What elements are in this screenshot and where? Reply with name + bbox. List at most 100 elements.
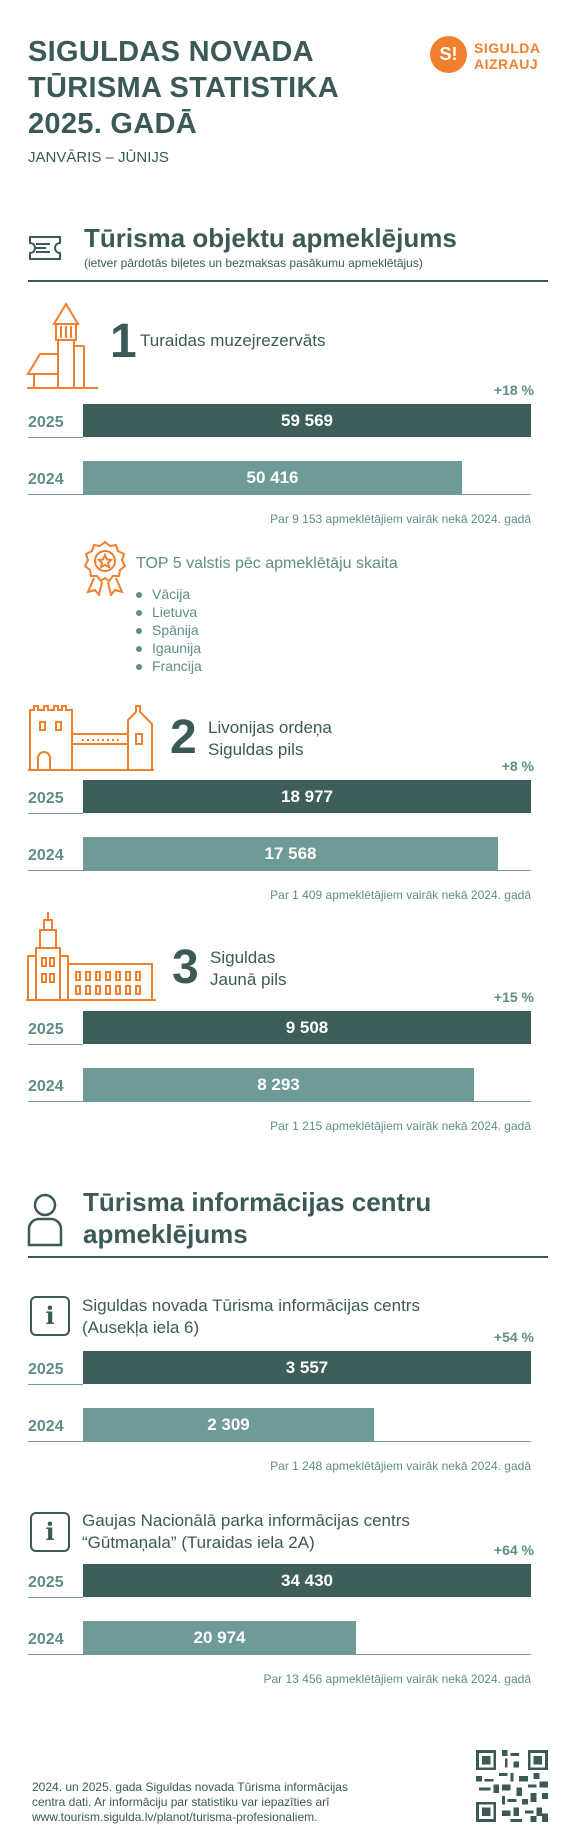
year-baseline: [28, 437, 83, 438]
bar-2024: 8 293: [83, 1068, 474, 1101]
logo-line: AIZRAUJ: [474, 56, 539, 72]
object-name: Gaujas Nacionālā parka informācijas cent…: [82, 1511, 410, 1530]
footer-note: 2024. un 2025. gada Siguldas novada Tūri…: [32, 1780, 348, 1825]
top5-title: TOP 5 valstis pēc apmeklētāju skaita: [136, 555, 398, 572]
comparison-note: Par 13 456 apmeklētājiem vairāk nekā 202…: [263, 1672, 531, 1686]
bullet-icon: [136, 592, 142, 599]
year-baseline: [28, 494, 83, 495]
comparison-note: Par 1 215 apmeklētājiem vairāk nekā 2024…: [270, 1119, 531, 1133]
year-label: 2025: [28, 414, 64, 431]
change-badge: +8 %: [501, 758, 534, 774]
castle-ruins-icon: [28, 705, 154, 771]
list-item: Vācija: [136, 585, 202, 603]
award-badge-icon: [83, 540, 127, 596]
section-title: Tūrisma objektu apmeklējums: [84, 223, 457, 253]
year-label: 2025: [28, 1021, 64, 1038]
rank-number: 2: [170, 711, 197, 764]
comparison-note: Par 1 248 apmeklētājiem vairāk nekā 2024…: [270, 1459, 531, 1473]
bullet-icon: [136, 664, 142, 671]
logo-line: SIGULDA: [474, 40, 541, 56]
year-baseline: [28, 1441, 83, 1442]
qr-code-icon[interactable]: [476, 1750, 548, 1822]
year-baseline: [28, 1654, 83, 1655]
country-label: Spānija: [152, 622, 199, 638]
year-label: 2024: [28, 1078, 64, 1095]
bullet-icon: [136, 628, 142, 635]
chart-baseline: [83, 870, 531, 871]
object-name: Livonijas ordeņa: [208, 718, 332, 737]
chart-baseline: [83, 494, 531, 495]
bar-2024: 50 416: [83, 461, 462, 494]
year-label: 2025: [28, 790, 64, 807]
footer-line: centra dati. Ar informāciju par statisti…: [32, 1795, 330, 1809]
change-badge: +18 %: [493, 382, 534, 398]
section-divider: [28, 1256, 548, 1258]
tower-icon: [26, 302, 98, 389]
section-divider: [28, 280, 548, 282]
country-label: Francija: [152, 658, 202, 674]
bar-2025: 3 557: [83, 1351, 531, 1384]
object-name: Siguldas pils: [208, 740, 304, 759]
object-name: Jaunā pils: [210, 970, 287, 989]
bar-2025: 9 508: [83, 1011, 531, 1044]
country-label: Lietuva: [152, 604, 198, 620]
period-label: JANVĀRIS – JŪNIJS: [28, 149, 169, 166]
ticket-icon: [29, 236, 61, 260]
logo-mark: S!: [430, 36, 467, 73]
year-label: 2024: [28, 1418, 64, 1435]
bar-2024: 17 568: [83, 837, 498, 870]
footer-line: 2024. un 2025. gada Siguldas novada Tūri…: [32, 1780, 348, 1794]
year-baseline: [28, 1384, 83, 1385]
year-baseline: [28, 1597, 83, 1598]
bullet-icon: [136, 610, 142, 617]
rank-number: 3: [172, 941, 199, 994]
list-item: Spānija: [136, 621, 202, 639]
chart-baseline: [83, 1101, 531, 1102]
title-line: SIGULDAS NOVADA: [28, 36, 314, 68]
object-name: Turaidas muzejrezervāts: [140, 331, 326, 350]
change-badge: +54 %: [493, 1329, 534, 1345]
year-label: 2025: [28, 1361, 64, 1378]
year-baseline: [28, 813, 83, 814]
object-name: Siguldas novada Tūrisma informācijas cen…: [82, 1296, 420, 1315]
bar-2025: 34 430: [83, 1564, 531, 1597]
info-icon: i: [30, 1512, 70, 1552]
object-name: “Gūtmaņala” (Turaidas iela 2A): [82, 1533, 315, 1552]
top5-list: Vācija Lietuva Spānija Igaunija Francija: [136, 585, 202, 675]
year-label: 2024: [28, 1631, 64, 1648]
comparison-note: Par 1 409 apmeklētājiem vairāk nekā 2024…: [270, 888, 531, 902]
title-line: TŪRISMA STATISTIKA: [28, 72, 339, 104]
section-subtitle: (ietver pārdotās biļetes un bezmaksas pa…: [84, 256, 423, 270]
object-name: Siguldas: [210, 948, 276, 967]
title-line: 2025. GADĀ: [28, 108, 198, 140]
country-label: Igaunija: [152, 640, 202, 656]
year-baseline: [28, 870, 83, 871]
bullet-icon: [136, 646, 142, 653]
section-title: Tūrisma informācijas centru apmeklējums: [83, 1186, 431, 1250]
info-icon: i: [30, 1296, 70, 1336]
country-label: Vācija: [152, 586, 191, 602]
bar-2024: 2 309: [83, 1408, 374, 1441]
section-title-line: apmeklējums: [83, 1219, 248, 1249]
object-name: (Ausekļa iela 6): [82, 1318, 200, 1337]
section-title-line: Tūrisma informācijas centru: [83, 1187, 432, 1217]
change-badge: +64 %: [493, 1542, 534, 1558]
year-baseline: [28, 1101, 83, 1102]
year-label: 2024: [28, 847, 64, 864]
bar-2025: 18 977: [83, 780, 531, 813]
manor-icon: [26, 912, 156, 1001]
year-label: 2025: [28, 1574, 64, 1591]
page-title: SIGULDAS NOVADA TŪRISMA STATISTIKA 2025.…: [28, 34, 339, 142]
footer-line: www.tourism.sigulda.lv/planot/turisma-pr…: [32, 1810, 318, 1824]
bar-2025: 59 569: [83, 404, 531, 437]
change-badge: +15 %: [493, 989, 534, 1005]
list-item: Igaunija: [136, 639, 202, 657]
sigulda-logo: S! SIGULDA AIZRAUJ: [430, 36, 548, 76]
chart-baseline: [83, 1441, 531, 1442]
list-item: Lietuva: [136, 603, 202, 621]
chart-baseline: [83, 1654, 531, 1655]
bar-2024: 20 974: [83, 1621, 356, 1654]
year-baseline: [28, 1044, 83, 1045]
year-label: 2024: [28, 471, 64, 488]
person-icon: [27, 1193, 63, 1247]
